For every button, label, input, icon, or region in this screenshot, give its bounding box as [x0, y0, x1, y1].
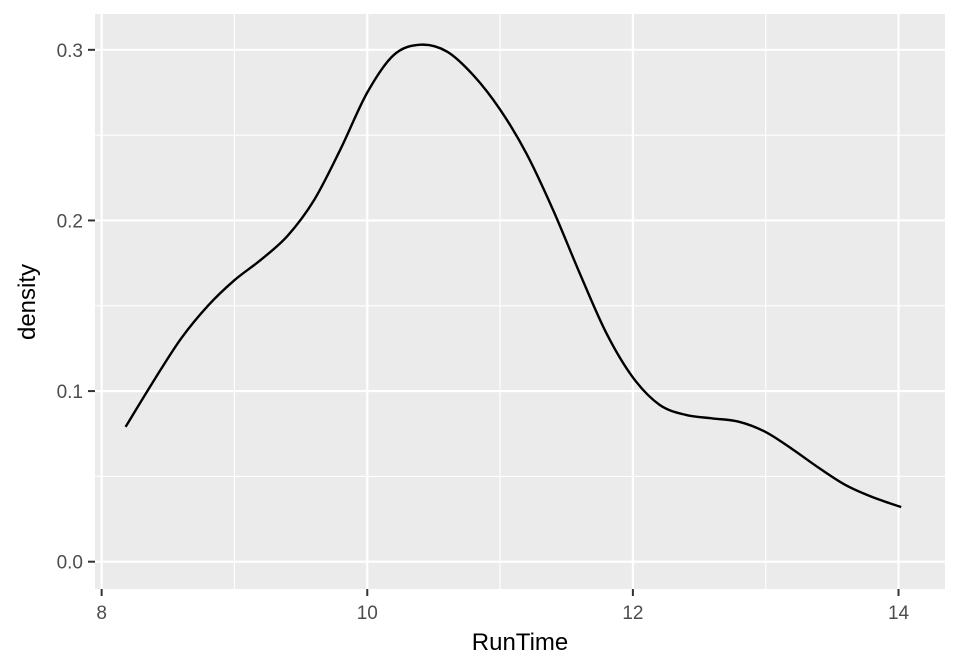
density-line [124, 43, 902, 509]
y-tick-label: 0.3 [57, 41, 83, 62]
plot-panel [95, 14, 945, 589]
x-tick-label: 8 [96, 603, 107, 624]
x-tick-label: 10 [357, 603, 378, 624]
y-tick-label: 0.0 [57, 553, 83, 574]
x-tick-label: 12 [622, 603, 643, 624]
x-tick-label: 14 [888, 603, 910, 624]
x-axis-title: RunTime [472, 629, 568, 656]
y-tick-label: 0.1 [57, 382, 83, 403]
y-tick-label: 0.2 [57, 211, 83, 232]
major-gridlines [95, 14, 945, 589]
y-axis: 0.0 0.1 0.2 0.3 [57, 41, 95, 574]
x-axis: 8 10 12 14 [96, 589, 910, 624]
y-axis-title: density [14, 264, 41, 340]
series-layer [124, 43, 902, 509]
